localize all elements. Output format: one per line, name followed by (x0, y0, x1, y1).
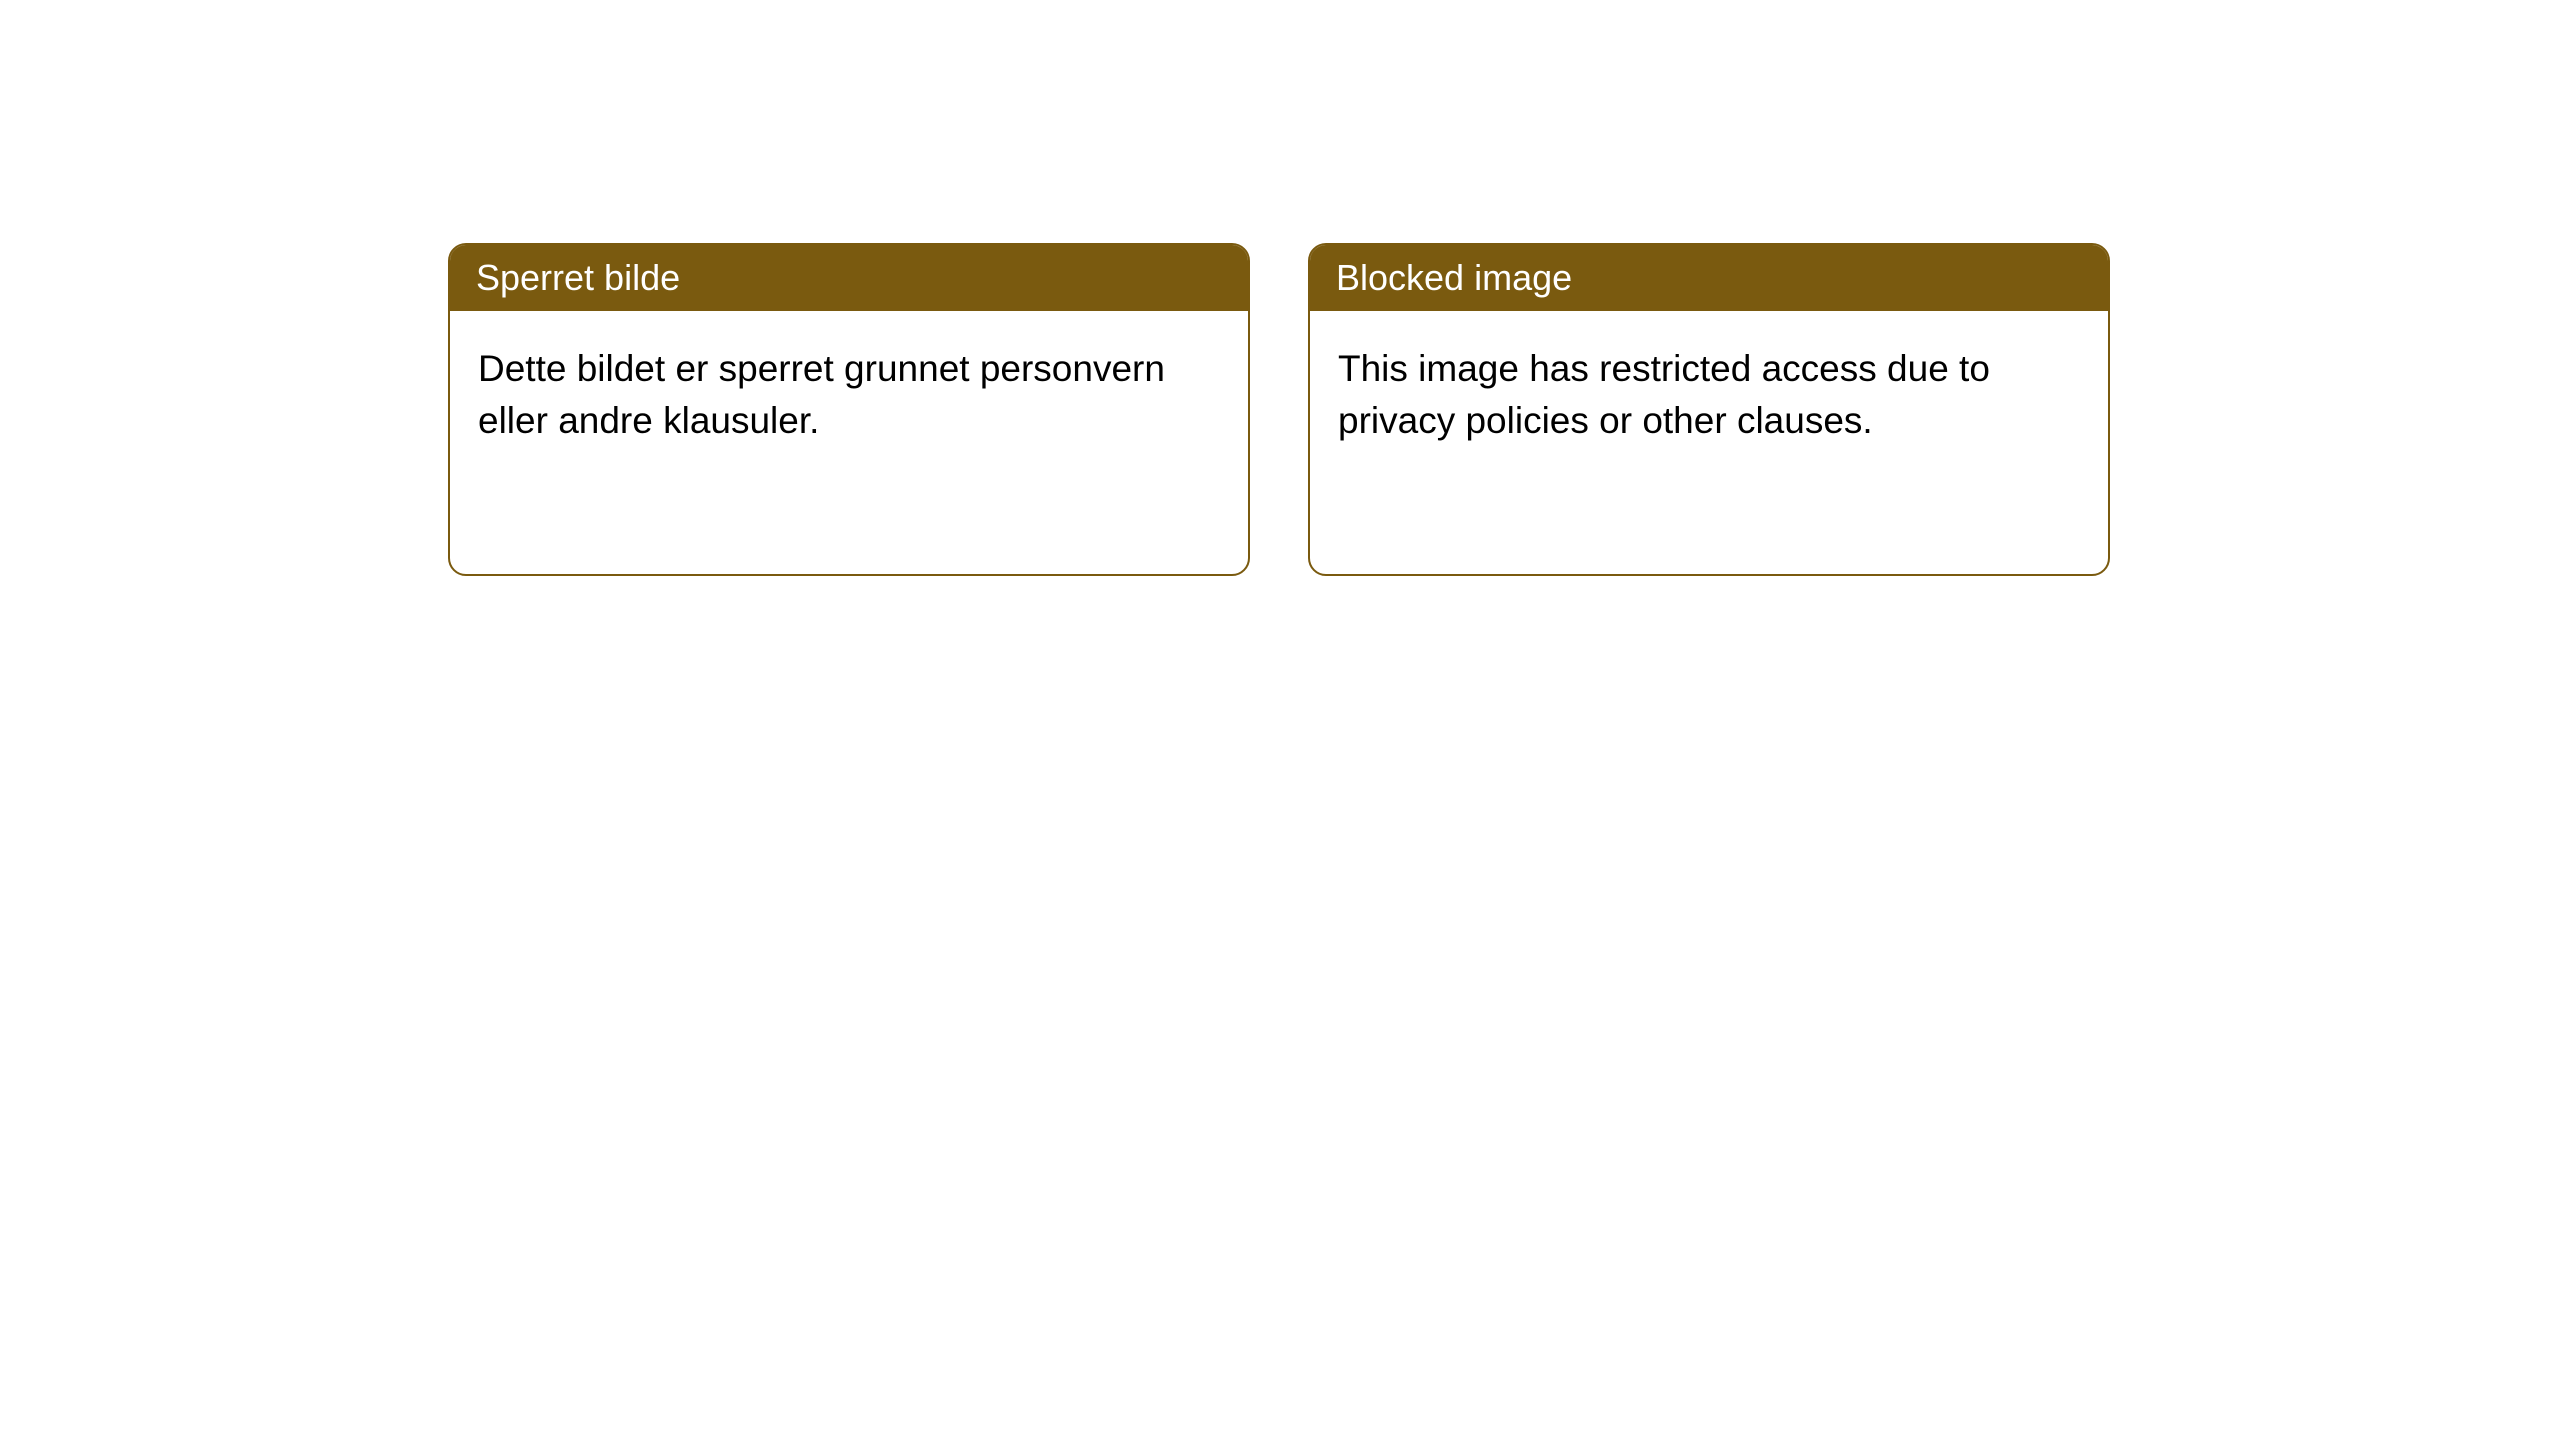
notice-body-text: This image has restricted access due to … (1338, 348, 1990, 441)
notice-title: Sperret bilde (476, 257, 680, 298)
notice-card-norwegian: Sperret bilde Dette bildet er sperret gr… (448, 243, 1250, 576)
notice-body: This image has restricted access due to … (1310, 311, 2108, 479)
notice-header: Sperret bilde (450, 245, 1248, 311)
notice-container: Sperret bilde Dette bildet er sperret gr… (0, 0, 2560, 576)
notice-body-text: Dette bildet er sperret grunnet personve… (478, 348, 1165, 441)
notice-title: Blocked image (1336, 257, 1572, 298)
notice-header: Blocked image (1310, 245, 2108, 311)
notice-body: Dette bildet er sperret grunnet personve… (450, 311, 1248, 479)
notice-card-english: Blocked image This image has restricted … (1308, 243, 2110, 576)
